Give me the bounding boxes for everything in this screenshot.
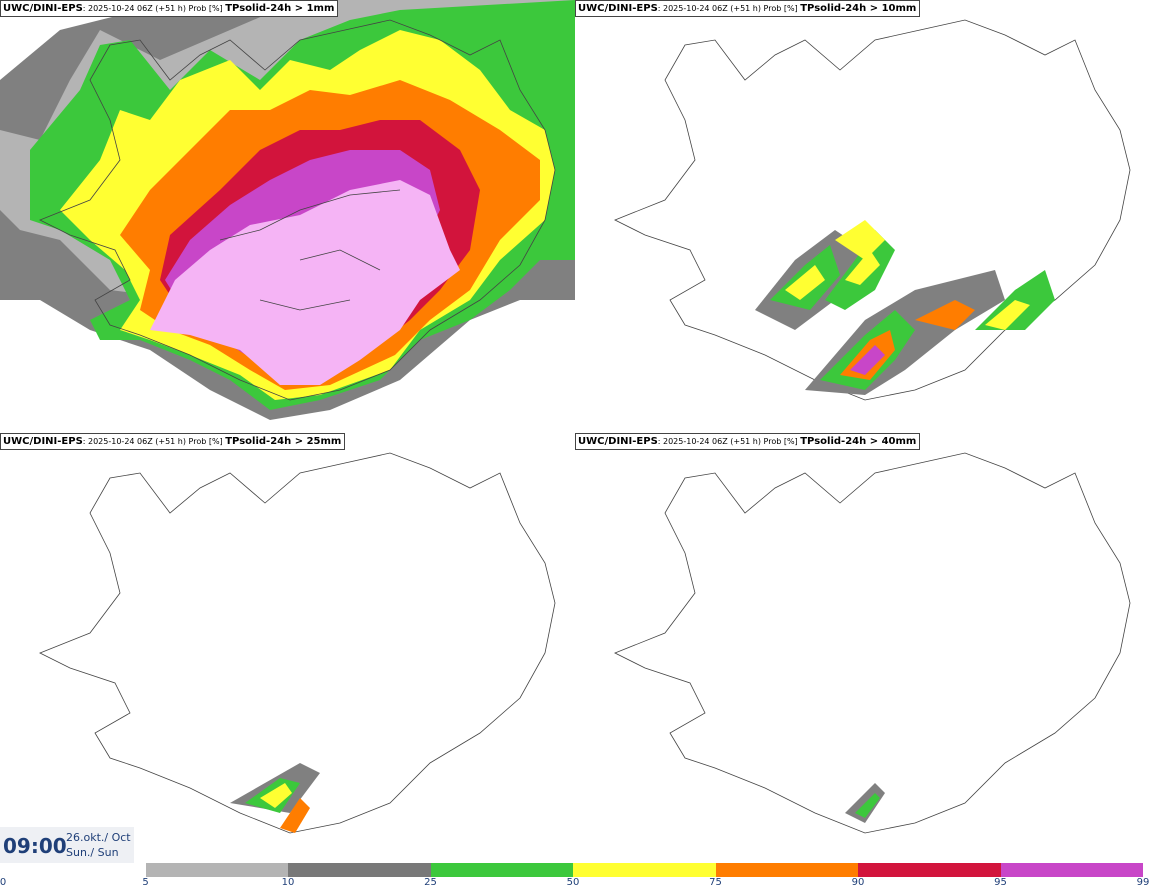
legend-tick-label: 95 (994, 877, 1007, 888)
map-panel-1mm: UWC/DINI-EPS: 2025-10-24 06Z (+51 h) Pro… (0, 0, 575, 433)
model-name: UWC/DINI-EPS (578, 436, 658, 447)
legend-swatch (573, 863, 716, 877)
region-prob-75 (280, 798, 310, 833)
map-panel-25mm: UWC/DINI-EPS: 2025-10-24 06Z (+51 h) Pro… (0, 433, 575, 866)
legend-tick-label: 0 (0, 877, 7, 888)
iceland-coastline (614, 452, 1131, 834)
valid-day-line2: Sun./ Sun (66, 846, 119, 859)
legend-tick-label: 25 (424, 877, 437, 888)
run-info: : 2025-10-24 06Z (+51 h) Prob [%] (82, 437, 226, 446)
run-info: : 2025-10-24 06Z (+51 h) Prob [%] (82, 4, 226, 13)
region-prob-50 (845, 250, 880, 285)
parameter-label: TPsolid-24h > 1mm (225, 3, 335, 14)
region-prob-95 (850, 345, 885, 375)
valid-date: 26.okt./ Oct Sun./ Sun (66, 830, 131, 860)
region-prob-50 (785, 265, 825, 300)
legend-tick-label: 99 (1136, 877, 1150, 888)
iceland-coastline (614, 19, 1131, 401)
region-prob-99 (150, 180, 460, 385)
legend-swatch (1000, 863, 1143, 877)
legend-tick-label: 5 (142, 877, 149, 888)
parameter-label: TPsolid-24h > 25mm (225, 436, 342, 447)
legend-swatch (430, 863, 573, 877)
valid-time: 09:00 (3, 834, 67, 858)
probability-map-25mm (39, 452, 556, 834)
iceland-coastline (39, 19, 556, 401)
panel-title: UWC/DINI-EPS: 2025-10-24 06Z (+51 h) Pro… (0, 0, 339, 17)
probability-map-10mm (614, 19, 1131, 401)
panel-title: UWC/DINI-EPS: 2025-10-24 06Z (+51 h) Pro… (575, 0, 921, 17)
legend-tick-label: 50 (566, 877, 580, 888)
run-info: : 2025-10-24 06Z (+51 h) Prob [%] (657, 4, 801, 13)
valid-date-line1: 26.okt./ Oct (66, 831, 131, 844)
region-prob-50 (260, 783, 292, 808)
legend-tick-label: 75 (709, 877, 722, 888)
model-name: UWC/DINI-EPS (3, 436, 83, 447)
region-prob-75 (915, 300, 975, 330)
model-name: UWC/DINI-EPS (3, 3, 83, 14)
map-panel-40mm: UWC/DINI-EPS: 2025-10-24 06Z (+51 h) Pro… (575, 433, 1150, 866)
parameter-label: TPsolid-24h > 40mm (800, 436, 917, 447)
probability-map-1mm (0, 0, 575, 433)
probability-legend: 0 5 10 25 50 75 90 95 99 (0, 863, 1150, 891)
valid-time-box: 09:00 26.okt./ Oct Sun./ Sun (0, 827, 134, 863)
legend-swatch (858, 863, 1001, 877)
legend-tick-label: 90 (851, 877, 865, 888)
legend-swatch (145, 863, 288, 877)
legend-swatch (288, 863, 431, 877)
iceland-coastline (39, 452, 556, 834)
parameter-label: TPsolid-24h > 10mm (800, 3, 917, 14)
region-prob-25 (855, 793, 880, 818)
legend-swatch (3, 863, 146, 877)
panel-title: UWC/DINI-EPS: 2025-10-24 06Z (+51 h) Pro… (0, 433, 346, 450)
region-prob-50 (985, 300, 1030, 330)
panel-title: UWC/DINI-EPS: 2025-10-24 06Z (+51 h) Pro… (575, 433, 921, 450)
map-panel-10mm: UWC/DINI-EPS: 2025-10-24 06Z (+51 h) Pro… (575, 0, 1150, 433)
legend-swatch (715, 863, 858, 877)
probability-map-40mm (614, 452, 1131, 834)
run-info: : 2025-10-24 06Z (+51 h) Prob [%] (657, 437, 801, 446)
legend-tick-label: 10 (281, 877, 295, 888)
model-name: UWC/DINI-EPS (578, 3, 658, 14)
region-prob-50 (835, 220, 885, 260)
